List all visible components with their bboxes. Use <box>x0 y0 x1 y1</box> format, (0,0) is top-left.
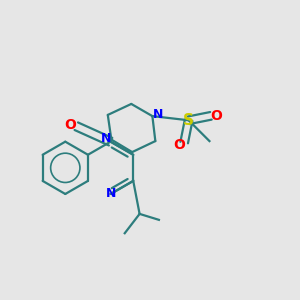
Text: S: S <box>183 113 194 128</box>
Text: N: N <box>106 188 116 200</box>
Text: O: O <box>210 109 222 123</box>
Text: N: N <box>101 132 111 145</box>
Text: O: O <box>173 138 185 152</box>
Text: O: O <box>64 118 76 132</box>
Text: N: N <box>152 108 163 121</box>
